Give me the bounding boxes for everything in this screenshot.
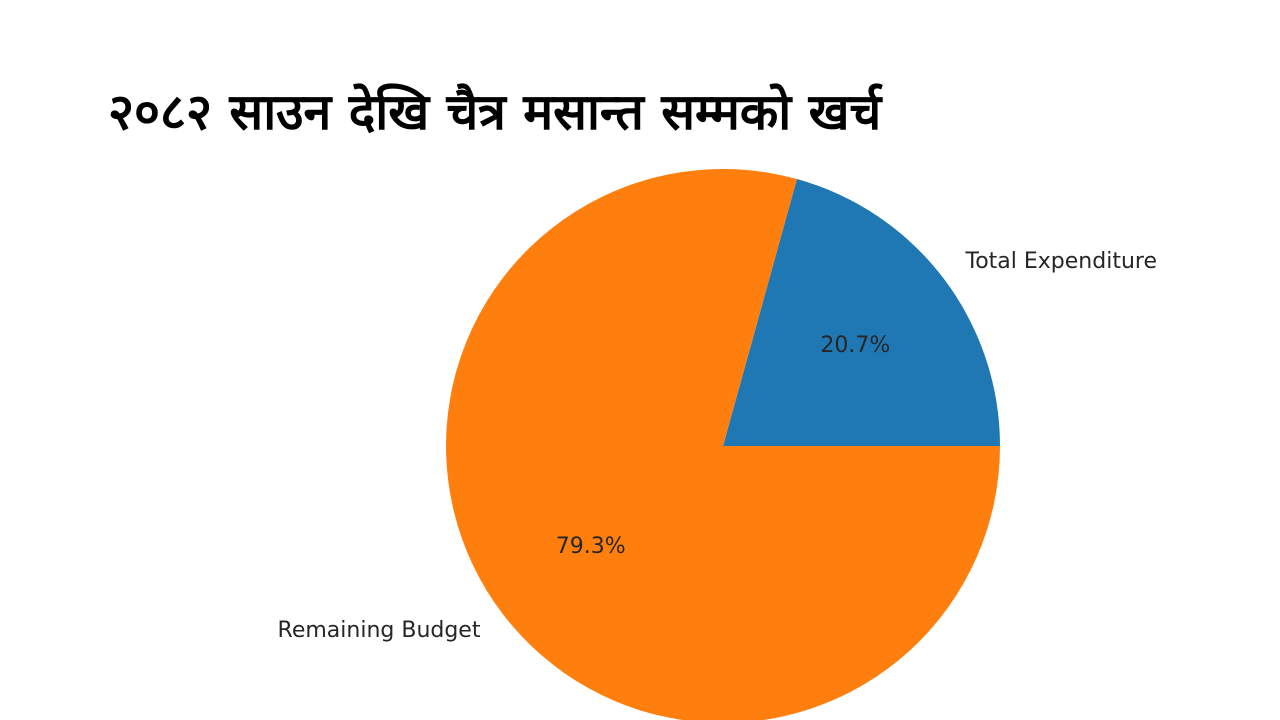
- pie-percent-label: 79.3%: [556, 534, 626, 559]
- pie-category-label: Total Expenditure: [965, 249, 1157, 274]
- pie-slice-remaining-budget: [446, 169, 1000, 720]
- pie-labels: 20.7% Total Expenditure 79.3% Remaining Bud…: [278, 249, 1157, 643]
- page-title: २०८२ साउन देखि चैत्र मसान्त सम्मको खर्च: [108, 83, 882, 141]
- pie-category-label: Remaining Budget: [278, 618, 481, 643]
- pie-percent-label: 20.7%: [820, 333, 890, 358]
- pie-slice-total-expenditure: [723, 179, 1000, 447]
- pie-slices: [446, 169, 1000, 720]
